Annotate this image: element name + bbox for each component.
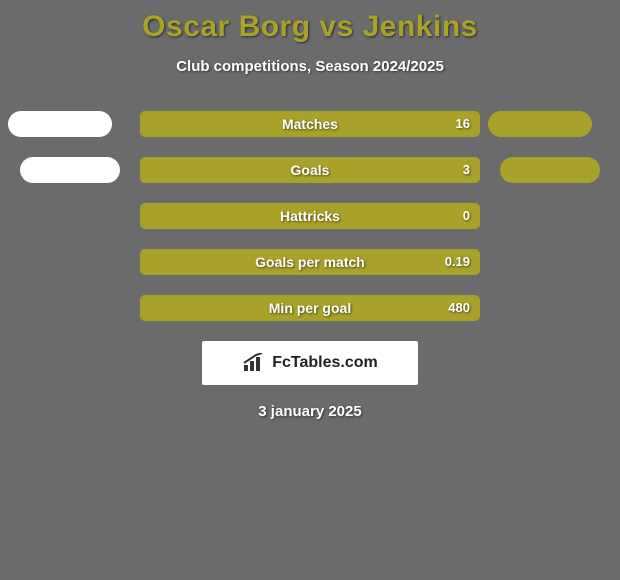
stat-row-goals: Goals3 [0, 157, 620, 183]
bar-track [140, 203, 480, 229]
bar-fill-right [142, 251, 478, 273]
left-pill [20, 157, 120, 183]
left-pill [8, 111, 112, 137]
stat-row-gpm: Goals per match0.19 [0, 249, 620, 275]
chart-area: Matches16 Goals3 Hattricks0 Goals per match… [0, 111, 620, 321]
bar-fill-right [142, 297, 478, 319]
stat-row-hattricks: Hattricks0 [0, 203, 620, 229]
bar-fill-right [142, 205, 478, 227]
bar-fill-right [142, 113, 478, 135]
bar-track [140, 111, 480, 137]
bar-track [140, 249, 480, 275]
bar-track [140, 157, 480, 183]
comparison-infographic: Oscar Borg vs Jenkins Club competitions,… [0, 0, 620, 580]
bar-track [140, 295, 480, 321]
stat-row-mpg: Min per goal480 [0, 295, 620, 321]
bar-fill-right [142, 159, 478, 181]
bar-chart-icon [242, 353, 266, 373]
subtitle: Club competitions, Season 2024/2025 [0, 58, 620, 75]
branding-badge: FcTables.com [202, 341, 418, 385]
page-title: Oscar Borg vs Jenkins [0, 0, 620, 44]
stat-row-matches: Matches16 [0, 111, 620, 137]
branding-text: FcTables.com [272, 354, 378, 372]
right-pill [500, 157, 600, 183]
date-label: 3 january 2025 [0, 403, 620, 420]
right-pill [488, 111, 592, 137]
